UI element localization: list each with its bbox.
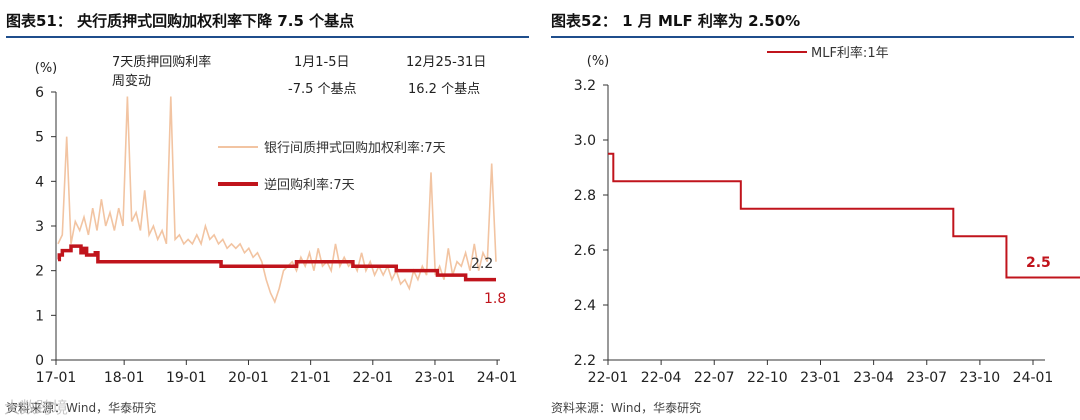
- annotation-col1-label: 1月1-5日: [294, 55, 350, 70]
- right-chart-panel: 图表52： 1 月 MLF 利率为 2.50% (%) 2.2 2.4 2.6 2.8 3…: [545, 0, 1080, 420]
- y-tick-label: 3.2: [574, 78, 596, 94]
- right-chart-title: 图表52： 1 月 MLF 利率为 2.50%: [551, 12, 801, 30]
- y-tick-label: 4: [35, 174, 44, 190]
- x-tick-label: 22-01: [352, 370, 393, 386]
- legend-label-mlf: MLF利率:1年: [811, 45, 889, 61]
- y-tick-label: 5: [35, 130, 44, 146]
- left-chart-panel: 图表51： 央行质押式回购加权利率下降 7.5 个基点 (%) 0 1 2 3 4 5 6 17…: [0, 0, 535, 420]
- x-tick-label: 24-01: [1013, 370, 1054, 386]
- left-chart-svg: (%) 0 1 2 3 4 5 6 17-01 18-01 19-01 20-01 21-01 22-01…: [35, 54, 518, 386]
- left-chart-title: 图表51： 央行质押式回购加权利率下降 7.5 个基点: [6, 12, 355, 30]
- y-tick-label: 2.4: [574, 298, 596, 314]
- end-label-mlf: 2.5: [1026, 255, 1051, 271]
- y-axis-unit: (%): [587, 54, 610, 69]
- annotation-col2-value: 16.2 个基点: [408, 82, 480, 97]
- series-reverse-repo-rate: [57, 244, 496, 282]
- y-tick-label: 2.6: [574, 243, 596, 259]
- x-tick-label: 23-01: [800, 370, 841, 386]
- x-tick-label: 23-04: [853, 370, 894, 386]
- watermark-logo: 大数跨境: [4, 398, 69, 417]
- y-tick-label: 2: [35, 264, 44, 280]
- x-tick-label: 22-04: [641, 370, 682, 386]
- annotation-header-line2: 周变动: [112, 73, 151, 89]
- x-tick-label: 18-01: [104, 370, 145, 386]
- right-chart-svg: (%) 2.2 2.4 2.6 2.8 3.0 3.2 22-01 22-04 22-07 22-1…: [574, 45, 1080, 386]
- y-tick-label: 3: [35, 219, 44, 235]
- left-source: 资料来源：Wind，华泰研究: [6, 401, 157, 415]
- annotation-header-line1: 7天质押回购利率: [112, 54, 211, 70]
- legend-label-interbank: 银行间质押式回购加权利率:7天: [264, 140, 446, 156]
- x-tick-label: 17-01: [36, 370, 77, 386]
- right-source: 资料来源：Wind，华泰研究: [551, 401, 702, 415]
- x-tick-label: 23-07: [906, 370, 947, 386]
- y-tick-label: 3.0: [574, 133, 596, 149]
- y-tick-label: 1: [35, 308, 44, 324]
- x-tick-label: 19-01: [166, 370, 207, 386]
- annotation-col2-label: 12月25-31日: [406, 55, 486, 70]
- x-tick-label: 23-01: [415, 370, 456, 386]
- x-tick-label: 23-10: [960, 370, 1001, 386]
- x-tick-label: 20-01: [228, 370, 269, 386]
- y-axis-unit: (%): [35, 61, 58, 76]
- end-label-interbank: 2.2: [471, 256, 493, 272]
- end-label-reverse-repo: 1.8: [484, 291, 506, 307]
- y-tick-label: 2.2: [574, 353, 596, 369]
- x-tick-label: 22-10: [747, 370, 788, 386]
- y-tick-label: 2.8: [574, 188, 596, 204]
- annotation-col1-value: -7.5 个基点: [288, 82, 357, 97]
- right-title-rule: [551, 36, 1074, 38]
- series-mlf-rate: [608, 152, 1080, 279]
- x-tick-label: 21-01: [290, 370, 331, 386]
- x-tick-label: 24-01: [477, 370, 518, 386]
- left-title-rule: [6, 36, 529, 38]
- y-tick-label: 6: [35, 85, 44, 101]
- x-tick-label: 22-01: [588, 370, 629, 386]
- x-tick-label: 22-07: [694, 370, 735, 386]
- y-tick-label: 0: [35, 353, 44, 369]
- legend-label-reverse-repo: 逆回购利率:7天: [264, 177, 355, 193]
- series-interbank-repo-rate: [57, 96, 497, 305]
